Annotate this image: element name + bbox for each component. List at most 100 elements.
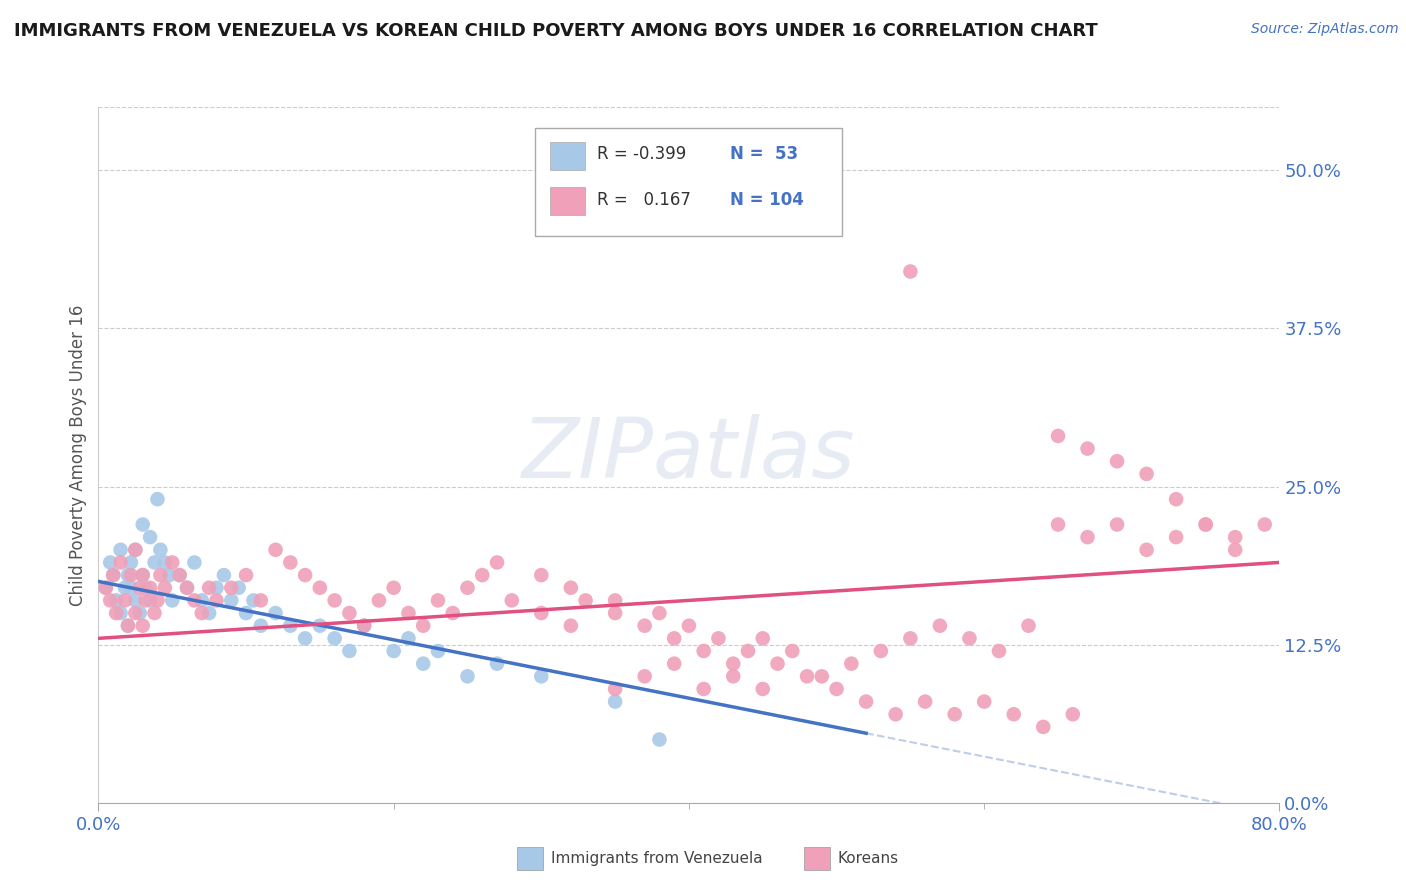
Point	[132, 568, 155, 582]
Point	[678, 618, 700, 632]
Point	[914, 695, 936, 709]
Point	[198, 606, 221, 620]
Point	[278, 556, 302, 570]
Point	[530, 568, 553, 582]
Point	[120, 556, 142, 570]
Point	[198, 581, 221, 595]
Point	[810, 669, 832, 683]
Point	[796, 669, 818, 683]
Point	[825, 681, 848, 696]
Point	[664, 632, 686, 646]
Point	[751, 681, 773, 696]
Point	[124, 542, 146, 557]
Point	[396, 632, 419, 646]
Point	[605, 606, 627, 620]
Point	[1032, 720, 1054, 734]
Point	[471, 568, 494, 582]
Text: R =   0.167: R = 0.167	[596, 191, 690, 209]
Point	[169, 568, 191, 582]
Text: Immigrants from Venezuela: Immigrants from Venezuela	[551, 851, 763, 866]
Point	[382, 581, 405, 595]
Point	[1077, 530, 1099, 544]
Point	[98, 593, 121, 607]
Point	[235, 568, 257, 582]
Point	[309, 618, 332, 632]
Point	[219, 581, 242, 595]
Point	[103, 568, 125, 582]
Text: ZIPatlas: ZIPatlas	[522, 415, 856, 495]
Point	[191, 593, 214, 607]
Point	[250, 593, 273, 607]
Point	[766, 657, 789, 671]
Point	[605, 681, 627, 696]
Point	[235, 606, 257, 620]
Point	[1017, 618, 1039, 632]
Point	[110, 542, 132, 557]
Point	[132, 618, 155, 632]
Point	[157, 568, 180, 582]
Point	[94, 581, 117, 595]
Point	[501, 593, 523, 607]
Point	[959, 632, 981, 646]
Point	[427, 644, 450, 658]
Point	[162, 556, 183, 570]
Point	[139, 530, 162, 544]
Text: N = 104: N = 104	[730, 191, 804, 209]
Text: Koreans: Koreans	[838, 851, 898, 866]
Point	[1223, 530, 1246, 544]
Point	[928, 618, 950, 632]
Point	[205, 593, 228, 607]
Point	[135, 593, 157, 607]
Point	[1195, 517, 1218, 532]
Point	[176, 581, 198, 595]
Point	[149, 542, 172, 557]
Text: IMMIGRANTS FROM VENEZUELA VS KOREAN CHILD POVERTY AMONG BOYS UNDER 16 CORRELATIO: IMMIGRANTS FROM VENEZUELA VS KOREAN CHIL…	[14, 22, 1098, 40]
Point	[139, 593, 162, 607]
Point	[250, 618, 273, 632]
Point	[309, 581, 332, 595]
Point	[721, 669, 744, 683]
Point	[212, 568, 235, 582]
Point	[1002, 707, 1025, 722]
Point	[98, 556, 121, 570]
Point	[176, 581, 198, 595]
Point	[839, 657, 862, 671]
Point	[323, 593, 346, 607]
Point	[103, 568, 125, 582]
Point	[693, 681, 716, 696]
Point	[294, 568, 316, 582]
Point	[441, 606, 464, 620]
Point	[120, 568, 142, 582]
Point	[456, 669, 478, 683]
Point	[278, 618, 302, 632]
Point	[855, 695, 877, 709]
Point	[146, 593, 169, 607]
Point	[135, 581, 157, 595]
Point	[183, 556, 205, 570]
Point	[664, 657, 686, 671]
Point	[900, 632, 922, 646]
Point	[382, 644, 405, 658]
Point	[486, 556, 509, 570]
Point	[117, 618, 139, 632]
Point	[1062, 707, 1084, 722]
Point	[1135, 542, 1157, 557]
FancyBboxPatch shape	[536, 128, 842, 235]
Point	[124, 593, 146, 607]
Point	[648, 606, 671, 620]
Point	[574, 593, 596, 607]
Point	[323, 632, 346, 646]
Point	[149, 568, 172, 582]
Point	[132, 568, 155, 582]
Point	[139, 581, 162, 595]
Point	[396, 606, 419, 620]
Point	[751, 632, 773, 646]
Point	[1046, 517, 1069, 532]
Point	[146, 492, 169, 507]
Text: Source: ZipAtlas.com: Source: ZipAtlas.com	[1251, 22, 1399, 37]
Point	[353, 618, 375, 632]
Point	[205, 581, 228, 595]
Point	[110, 556, 132, 570]
Point	[530, 606, 553, 620]
Point	[219, 593, 242, 607]
